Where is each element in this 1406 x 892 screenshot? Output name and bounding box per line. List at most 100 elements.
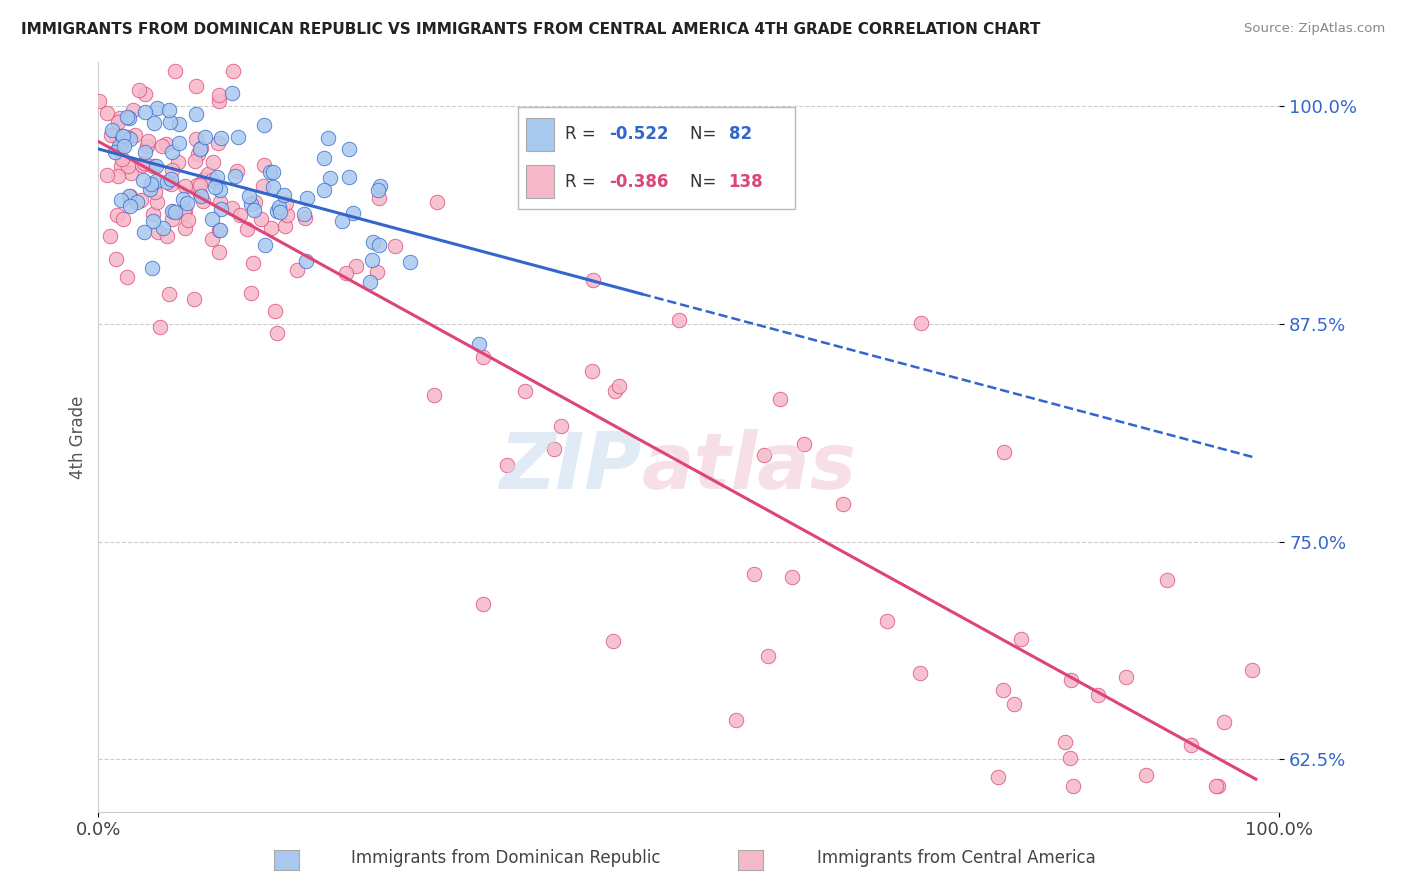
Point <box>384 239 406 253</box>
Point <box>295 254 318 268</box>
Text: Source: ZipAtlas.com: Source: ZipAtlas.com <box>1244 22 1385 36</box>
Point <box>149 319 172 334</box>
Point <box>187 147 209 161</box>
Point <box>117 111 139 125</box>
Point <box>266 326 288 341</box>
Point <box>157 287 180 301</box>
Point <box>208 94 231 108</box>
Point <box>132 225 155 239</box>
Point <box>188 187 211 202</box>
Point <box>472 597 495 611</box>
Point <box>173 221 195 235</box>
Point <box>769 392 792 406</box>
Point <box>201 232 224 246</box>
Point <box>208 195 231 210</box>
Point <box>1180 738 1202 752</box>
Point <box>581 364 603 378</box>
Point <box>186 78 208 93</box>
Point <box>134 145 156 159</box>
Point <box>115 110 138 124</box>
Point <box>742 567 765 582</box>
Point <box>314 183 336 197</box>
Point <box>1156 573 1178 587</box>
Point <box>131 158 153 172</box>
Point <box>294 211 316 225</box>
Point <box>1206 779 1229 793</box>
Point <box>160 212 183 227</box>
Point <box>107 115 129 129</box>
Point <box>104 145 127 160</box>
Point <box>145 194 167 209</box>
Point <box>208 222 231 236</box>
Point <box>136 138 159 153</box>
Point <box>194 130 217 145</box>
Point <box>142 116 165 130</box>
Point <box>831 497 853 511</box>
Point <box>292 207 315 221</box>
Point <box>252 179 274 194</box>
Point <box>174 202 197 217</box>
Point <box>159 115 181 129</box>
Point <box>253 158 276 172</box>
Point <box>368 237 391 252</box>
Point <box>169 136 191 150</box>
Point <box>201 211 224 226</box>
Point <box>368 179 391 194</box>
Y-axis label: 4th Grade: 4th Grade <box>69 395 87 479</box>
Point <box>226 130 249 145</box>
Point <box>229 208 252 222</box>
Point <box>156 229 179 244</box>
Point <box>117 159 139 173</box>
Point <box>110 193 132 207</box>
Point <box>550 418 572 433</box>
Point <box>1205 779 1227 793</box>
Point <box>132 173 155 187</box>
Point <box>112 129 135 144</box>
Point <box>111 153 134 167</box>
Point <box>156 176 179 190</box>
Point <box>238 189 260 203</box>
Point <box>112 139 135 153</box>
Point <box>145 101 167 115</box>
Point <box>276 208 298 222</box>
Point <box>160 177 183 191</box>
Text: ZIP: ZIP <box>499 429 641 505</box>
Point <box>188 142 211 156</box>
Point <box>668 313 690 327</box>
Point <box>399 255 422 269</box>
Point <box>191 194 214 208</box>
Point <box>142 159 165 173</box>
Point <box>190 141 212 155</box>
Point <box>157 103 180 117</box>
Point <box>162 205 184 219</box>
Point <box>167 117 190 131</box>
Point <box>602 633 624 648</box>
Point <box>240 285 263 300</box>
Point <box>141 260 163 275</box>
Point <box>318 170 340 185</box>
Point <box>337 142 360 156</box>
Point <box>129 193 152 207</box>
Point <box>910 666 932 681</box>
Point <box>264 304 287 318</box>
Point <box>222 64 245 78</box>
Point <box>183 154 205 169</box>
Point <box>262 165 284 179</box>
Point <box>359 275 381 289</box>
Point <box>142 214 165 228</box>
Point <box>173 206 195 220</box>
Point <box>243 195 266 210</box>
Point <box>112 212 135 227</box>
Point <box>367 191 389 205</box>
Point <box>250 211 273 226</box>
Point <box>297 191 319 205</box>
Point <box>120 166 142 180</box>
Point <box>124 128 146 143</box>
Point <box>285 263 308 277</box>
Point <box>177 212 200 227</box>
Point <box>183 292 205 306</box>
Point <box>242 256 264 270</box>
Point <box>139 177 162 191</box>
Point <box>582 273 605 287</box>
Point <box>150 139 173 153</box>
